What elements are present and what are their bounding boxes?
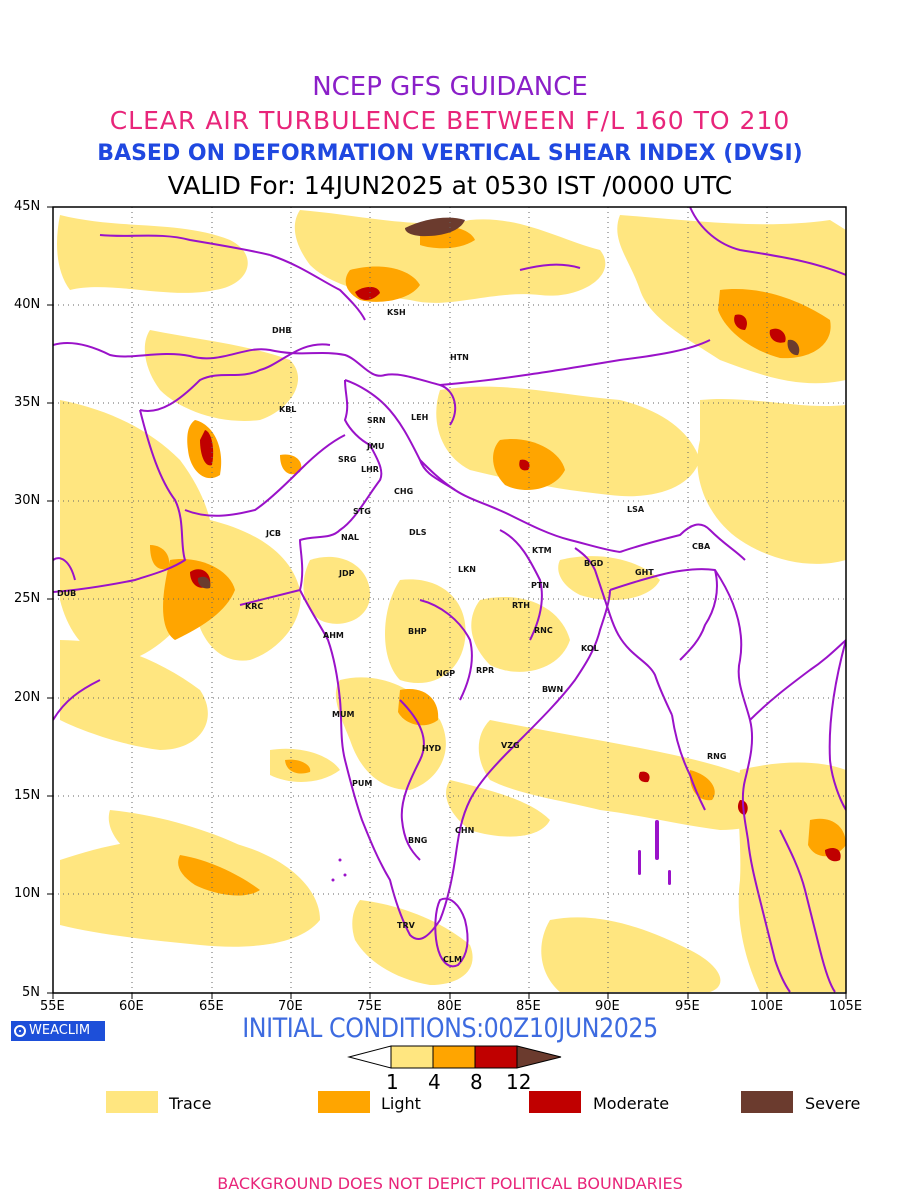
city-label: KRC: [245, 602, 264, 611]
lat-label: 15N: [14, 788, 41, 803]
legend-swatch-moderate: [529, 1091, 581, 1113]
legend-label-severe: Severe: [805, 1094, 861, 1113]
islands: [331, 820, 671, 885]
lon-label: 55E: [40, 999, 65, 1014]
lat-label: 20N: [14, 690, 41, 705]
light-areas: [150, 226, 846, 896]
lon-label: 100E: [750, 999, 784, 1014]
city-label: DUB: [57, 589, 77, 598]
city-label: RNC: [534, 626, 553, 635]
city-label: SRN: [367, 416, 386, 425]
city-label: PTN: [531, 581, 550, 590]
colorbar-label: 12: [506, 1070, 532, 1094]
city-label: JMU: [367, 442, 385, 451]
logo-text: WEACLIM: [29, 1023, 91, 1038]
city-label: JCB: [266, 529, 281, 538]
legend-label-trace: Trace: [169, 1094, 212, 1113]
lon-label: 80E: [437, 999, 462, 1014]
lon-label: 95E: [675, 999, 700, 1014]
city-label: RPR: [476, 666, 495, 675]
legend-swatch-light: [318, 1091, 370, 1113]
legend-label-light: Light: [381, 1094, 421, 1113]
city-label: KTM: [532, 546, 552, 555]
lon-label: 60E: [119, 999, 144, 1014]
city-label: KBL: [279, 405, 297, 414]
city-label: RNG: [707, 752, 727, 761]
lon-label: 75E: [357, 999, 382, 1014]
city-label: PUM: [352, 779, 373, 788]
city-label: DLS: [409, 528, 427, 537]
city-label: DHB: [272, 326, 292, 335]
city-label: NAL: [341, 533, 359, 542]
boundary-lines: [53, 207, 846, 993]
city-label: KSH: [387, 308, 406, 317]
circle-logo-icon: [14, 1025, 26, 1037]
city-label: JDP: [339, 569, 355, 578]
city-label: BWN: [542, 685, 564, 694]
lon-label: 65E: [199, 999, 224, 1014]
city-label: LEH: [411, 413, 429, 422]
city-label: BNG: [408, 836, 428, 845]
colorbar-light-bin: [432, 1045, 476, 1069]
lat-label: 10N: [14, 886, 41, 901]
city-label: BHP: [408, 627, 427, 636]
city-label: STG: [353, 507, 371, 516]
city-label: GHT: [635, 568, 654, 577]
legend-swatch-trace: [106, 1091, 158, 1113]
colorbar-label: 4: [428, 1070, 441, 1094]
city-label: LHR: [361, 465, 379, 474]
initial-conditions: INITIAL CONDITIONS:00Z10JUN2025: [242, 1013, 658, 1044]
city-label: CBA: [692, 542, 711, 551]
city-label: CHN: [455, 826, 475, 835]
graticule: [53, 207, 846, 993]
lat-label: 30N: [14, 493, 41, 508]
city-label: NGP: [436, 669, 456, 678]
city-label: CHG: [394, 487, 414, 496]
city-label: KOL: [581, 644, 599, 653]
colorbar-moderate-bin: [474, 1045, 518, 1069]
city-label: AHM: [323, 631, 344, 640]
city-label: VZG: [501, 741, 520, 750]
title-index: BASED ON DEFORMATION VERTICAL SHEAR INDE…: [97, 141, 803, 166]
colorbar-low-triangle: [347, 1045, 392, 1069]
axis-ticks: [47, 206, 847, 999]
colorbar: [347, 1045, 562, 1069]
footer-disclaimer: BACKGROUND DOES NOT DEPICT POLITICAL BOU…: [217, 1174, 683, 1193]
city-label: SRG: [338, 455, 357, 464]
title-valid-time: VALID For: 14JUN2025 at 0530 IST /0000 U…: [167, 171, 733, 200]
lat-label: 40N: [14, 297, 41, 312]
city-label: MUM: [332, 710, 355, 719]
city-label: LKN: [458, 565, 476, 574]
city-label: HTN: [450, 353, 469, 362]
legend-label-moderate: Moderate: [593, 1094, 670, 1113]
moderate-areas: [190, 286, 841, 862]
city-label: TRV: [397, 921, 415, 930]
title-guidance: NCEP GFS GUIDANCE: [312, 72, 588, 102]
lon-label: 70E: [278, 999, 303, 1014]
city-label: HYD: [422, 744, 442, 753]
city-label: BGD: [584, 559, 604, 568]
colorbar-label: 8: [470, 1070, 483, 1094]
city-label: CLM: [443, 955, 462, 964]
lon-label: 85E: [516, 999, 541, 1014]
city-label: RTH: [512, 601, 530, 610]
lat-label: 45N: [14, 199, 41, 214]
lat-label: 25N: [14, 591, 41, 606]
city-label: LSA: [627, 505, 645, 514]
legend-swatch-severe: [741, 1091, 793, 1113]
colorbar-label: 1: [386, 1070, 399, 1094]
lat-label: 5N: [22, 985, 40, 1000]
lon-label: 105E: [829, 999, 863, 1014]
colorbar-trace-bin: [390, 1045, 434, 1069]
colorbar-high-triangle: [516, 1045, 562, 1069]
title-turbulence: CLEAR AIR TURBULENCE BETWEEN F/L 160 TO …: [109, 106, 791, 135]
lon-label: 90E: [595, 999, 620, 1014]
weaclim-logo: WEACLIM: [11, 1021, 105, 1041]
lat-label: 35N: [14, 395, 41, 410]
